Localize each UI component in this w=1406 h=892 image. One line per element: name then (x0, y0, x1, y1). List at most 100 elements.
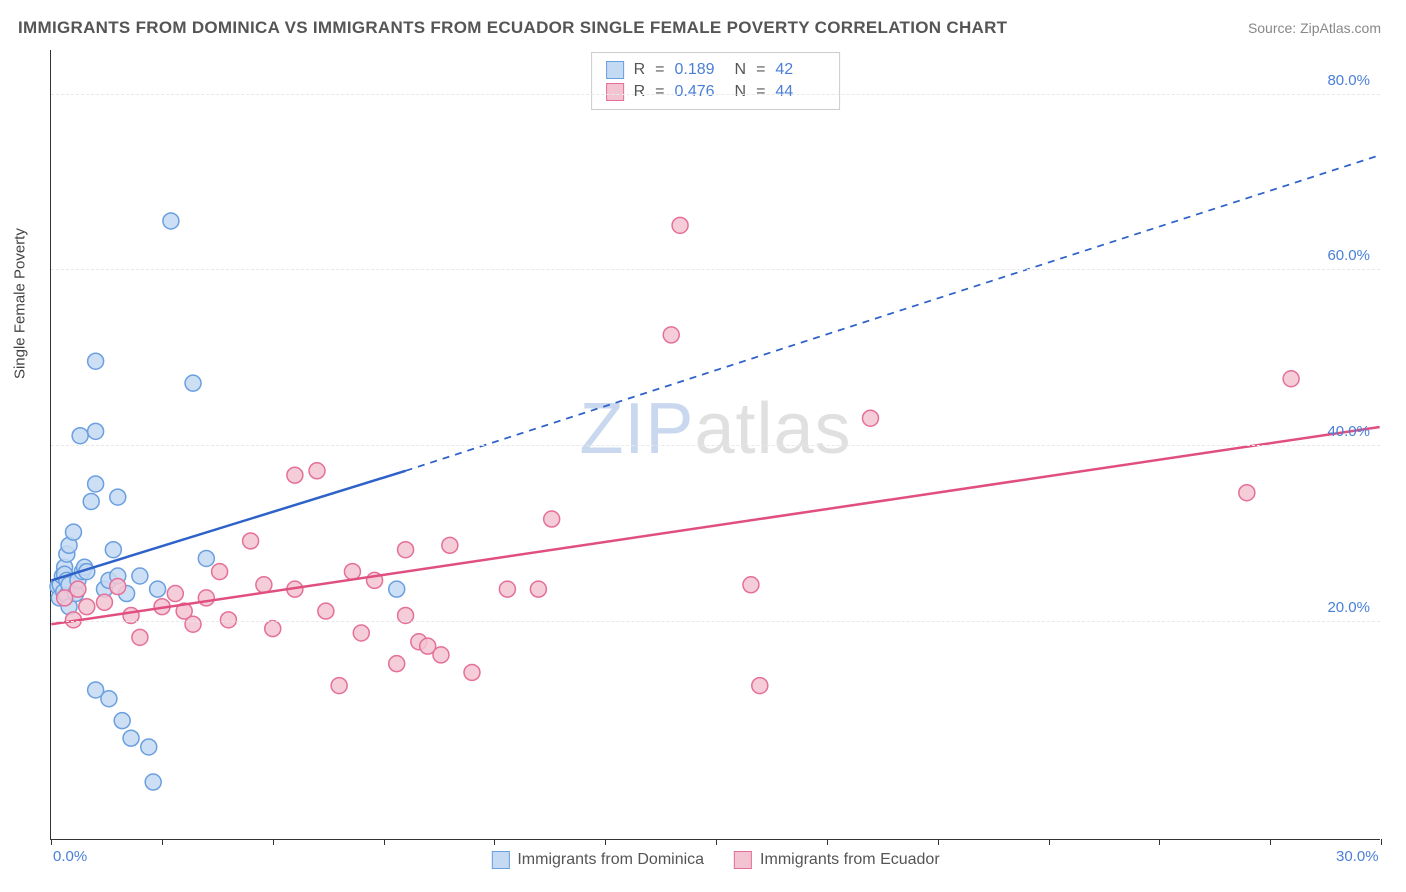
ecuador-n-value: 44 (775, 83, 825, 101)
x-tick-mark (938, 839, 939, 845)
dominica-point (65, 524, 81, 540)
ecuador-point (743, 577, 759, 593)
r-label: R (634, 83, 646, 101)
dominica-point (123, 730, 139, 746)
y-tick-label: 60.0% (1327, 247, 1370, 264)
series-legend: Immigrants from Dominica Immigrants from… (491, 851, 939, 869)
ecuador-point (243, 533, 259, 549)
ecuador-point (672, 217, 688, 233)
ecuador-point (544, 511, 560, 527)
ecuador-point (752, 678, 768, 694)
x-tick-label: 0.0% (53, 848, 87, 865)
y-tick-label: 40.0% (1327, 423, 1370, 440)
ecuador-point (212, 564, 228, 580)
x-tick-mark (1381, 839, 1382, 845)
y-axis-label: Single Female Poverty (12, 228, 29, 379)
ecuador-point (79, 599, 95, 615)
dominica-point (150, 581, 166, 597)
dominica-point (101, 691, 117, 707)
dominica-r-value: 0.189 (675, 61, 725, 79)
ecuador-point (309, 463, 325, 479)
dominica-point (163, 213, 179, 229)
eq-label: = (655, 83, 664, 101)
ecuador-point (265, 621, 281, 637)
ecuador-point (198, 590, 214, 606)
ecuador-swatch-icon (734, 851, 752, 869)
dominica-point (72, 428, 88, 444)
x-tick-mark (1049, 839, 1050, 845)
x-tick-mark (1159, 839, 1160, 845)
ecuador-trendline (51, 427, 1379, 624)
y-tick-label: 20.0% (1327, 599, 1370, 616)
ecuador-point (389, 656, 405, 672)
x-tick-label: 30.0% (1336, 848, 1379, 865)
legend-row-dominica: R = 0.189 N = 42 (606, 59, 826, 81)
ecuador-point (433, 647, 449, 663)
ecuador-point (70, 581, 86, 597)
dominica-point (389, 581, 405, 597)
n-label: N (735, 61, 747, 79)
x-tick-mark (494, 839, 495, 845)
correlation-legend: R = 0.189 N = 42 R = 0.476 N = 44 (591, 52, 841, 110)
ecuador-point (318, 603, 334, 619)
x-tick-mark (716, 839, 717, 845)
ecuador-r-value: 0.476 (675, 83, 725, 101)
ecuador-point (132, 629, 148, 645)
ecuador-series-label: Immigrants from Ecuador (760, 851, 940, 869)
gridline (51, 269, 1380, 270)
dominica-point (145, 774, 161, 790)
ecuador-point (167, 586, 183, 602)
ecuador-point (663, 327, 679, 343)
eq-label: = (655, 61, 664, 79)
x-tick-mark (273, 839, 274, 845)
legend-row-ecuador: R = 0.476 N = 44 (606, 81, 826, 103)
dominica-point (88, 476, 104, 492)
dominica-point (132, 568, 148, 584)
ecuador-point (862, 410, 878, 426)
legend-item-ecuador: Immigrants from Ecuador (734, 851, 940, 869)
eq-label-2: = (756, 83, 765, 101)
ecuador-point (398, 542, 414, 558)
dominica-point (114, 713, 130, 729)
dominica-n-value: 42 (775, 61, 825, 79)
ecuador-point (185, 616, 201, 632)
ecuador-point (287, 467, 303, 483)
gridline (51, 94, 1380, 95)
dominica-point (141, 739, 157, 755)
x-tick-mark (605, 839, 606, 845)
ecuador-point (442, 537, 458, 553)
dominica-point (185, 375, 201, 391)
ecuador-point (110, 579, 126, 595)
r-label: R (634, 61, 646, 79)
dominica-point (88, 353, 104, 369)
ecuador-point (1239, 485, 1255, 501)
gridline (51, 445, 1380, 446)
dominica-series-label: Immigrants from Dominica (517, 851, 704, 869)
gridline (51, 621, 1380, 622)
dominica-trendline-extrapolated (406, 155, 1380, 471)
chart-container: IMMIGRANTS FROM DOMINICA VS IMMIGRANTS F… (0, 0, 1406, 892)
ecuador-point (331, 678, 347, 694)
ecuador-point (1283, 371, 1299, 387)
chart-title: IMMIGRANTS FROM DOMINICA VS IMMIGRANTS F… (18, 18, 1007, 38)
x-tick-mark (384, 839, 385, 845)
x-tick-mark (1270, 839, 1271, 845)
y-tick-label: 80.0% (1327, 72, 1370, 89)
dominica-point (83, 493, 99, 509)
ecuador-point (256, 577, 272, 593)
dominica-swatch-icon (606, 61, 624, 79)
n-label: N (735, 83, 747, 101)
dominica-point (198, 550, 214, 566)
ecuador-point (464, 664, 480, 680)
dominica-point (105, 542, 121, 558)
x-tick-mark (51, 839, 52, 845)
ecuador-swatch-icon (606, 83, 624, 101)
ecuador-point (96, 594, 112, 610)
x-tick-mark (827, 839, 828, 845)
dominica-point (110, 489, 126, 505)
ecuador-point (530, 581, 546, 597)
eq-label-2: = (756, 61, 765, 79)
plot-area: ZIPatlas R = 0.189 N = 42 R = 0.476 N = … (50, 50, 1380, 840)
ecuador-point (344, 564, 360, 580)
ecuador-point (499, 581, 515, 597)
